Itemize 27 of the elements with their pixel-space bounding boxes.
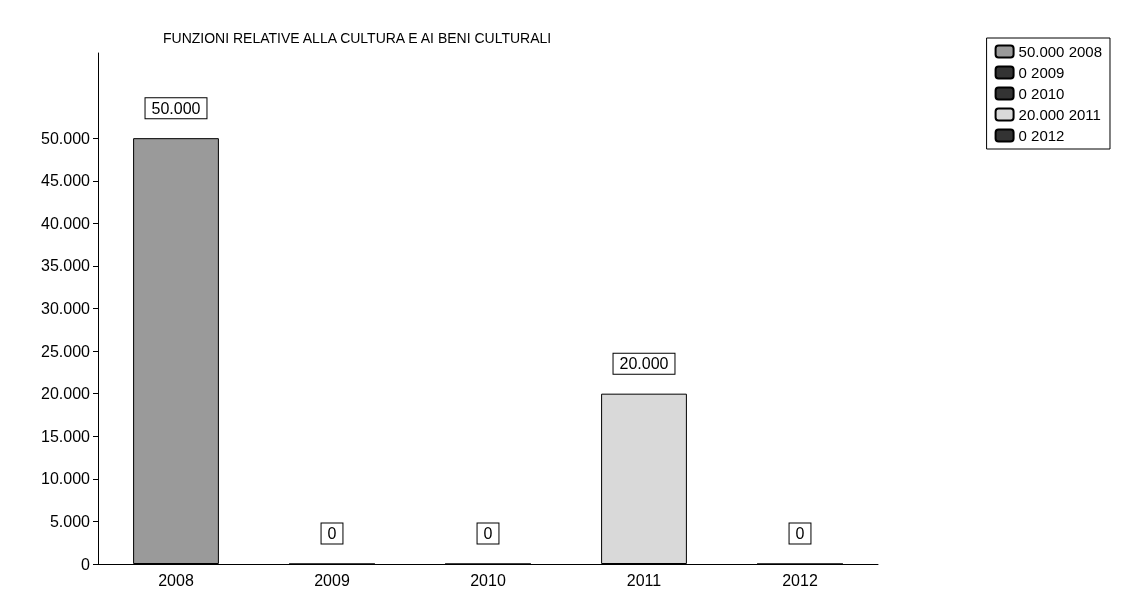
legend-label: 20.000 2011 xyxy=(1018,106,1101,123)
chart-title: FUNZIONI RELATIVE ALLA CULTURA E AI BENI CULTURALI xyxy=(163,30,552,46)
y-tick-label: 0 xyxy=(81,555,91,573)
data-label: 0 xyxy=(483,525,493,542)
x-tick-label: 2011 xyxy=(626,571,662,589)
y-tick-label: 25.000 xyxy=(41,342,91,360)
y-tick-label: 5.000 xyxy=(49,512,91,530)
y-tick-label: 15.000 xyxy=(41,427,91,445)
y-tick-label: 45.000 xyxy=(41,172,91,190)
legend-label: 50.000 2008 xyxy=(1018,43,1103,60)
legend-label: 0 2010 xyxy=(1018,85,1065,102)
data-label: 0 xyxy=(327,525,337,542)
data-label: 20.000 xyxy=(619,355,669,373)
x-tick-label: 2010 xyxy=(470,571,506,589)
legend-label: 0 2012 xyxy=(1018,127,1065,144)
x-tick-label: 2012 xyxy=(782,571,818,589)
x-tick-label: 2009 xyxy=(314,571,350,589)
data-label: 50.000 xyxy=(151,99,201,117)
y-tick-label: 40.000 xyxy=(41,214,91,232)
y-tick-label: 50.000 xyxy=(41,129,91,147)
x-tick-label: 2008 xyxy=(158,571,194,589)
legend-label: 0 2009 xyxy=(1018,64,1065,81)
y-tick-label: 20.000 xyxy=(41,385,91,403)
data-label: 0 xyxy=(795,525,805,542)
y-tick-label: 10.000 xyxy=(41,470,91,488)
y-tick-label: 35.000 xyxy=(41,257,91,275)
y-tick-label: 30.000 xyxy=(41,300,91,317)
